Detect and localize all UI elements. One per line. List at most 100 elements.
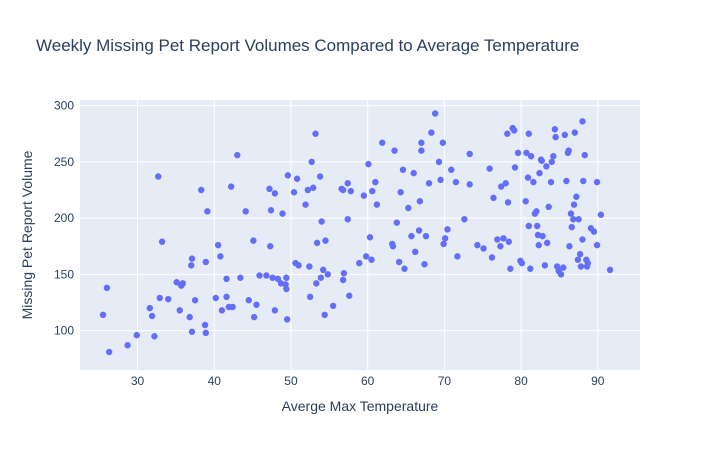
data-point[interactable] — [340, 270, 348, 277]
data-point[interactable] — [99, 311, 107, 319]
data-point[interactable] — [242, 208, 249, 215]
data-point[interactable] — [179, 280, 186, 287]
data-point[interactable] — [541, 262, 549, 269]
data-point[interactable] — [267, 243, 274, 250]
data-point[interactable] — [577, 263, 585, 270]
data-point[interactable] — [271, 307, 279, 314]
data-point[interactable] — [543, 239, 551, 247]
data-point[interactable] — [497, 183, 505, 190]
data-point[interactable] — [418, 147, 425, 154]
data-point[interactable] — [525, 130, 532, 137]
data-point[interactable] — [237, 274, 244, 281]
data-point[interactable] — [397, 189, 404, 196]
data-point[interactable] — [306, 263, 313, 270]
data-point[interactable] — [576, 250, 584, 258]
data-point[interactable] — [421, 261, 428, 268]
data-point[interactable] — [188, 262, 195, 269]
data-point[interactable] — [500, 235, 507, 242]
data-point[interactable] — [310, 184, 317, 191]
data-point[interactable] — [566, 243, 573, 250]
data-point[interactable] — [191, 297, 199, 304]
data-point[interactable] — [346, 292, 353, 299]
data-point[interactable] — [497, 243, 504, 250]
data-point[interactable] — [223, 293, 230, 301]
data-point[interactable] — [295, 262, 302, 269]
data-point[interactable] — [550, 153, 557, 160]
data-point[interactable] — [155, 173, 162, 180]
data-point[interactable] — [369, 187, 376, 195]
data-point[interactable] — [579, 118, 586, 125]
data-point[interactable] — [534, 222, 541, 230]
data-point[interactable] — [313, 280, 320, 287]
data-point[interactable] — [393, 219, 401, 226]
data-point[interactable] — [593, 241, 601, 249]
data-point[interactable] — [422, 232, 430, 240]
data-point[interactable] — [538, 157, 546, 164]
data-point[interactable] — [570, 201, 578, 208]
data-point[interactable] — [360, 192, 368, 199]
data-point[interactable] — [293, 175, 301, 182]
data-point[interactable] — [440, 240, 447, 248]
data-point[interactable] — [514, 149, 522, 157]
data-point[interactable] — [271, 190, 279, 197]
data-point[interactable] — [250, 237, 257, 244]
data-point[interactable] — [202, 329, 210, 337]
data-point[interactable] — [580, 177, 587, 185]
data-point[interactable] — [418, 139, 425, 146]
data-point[interactable] — [124, 342, 131, 349]
data-point[interactable] — [551, 126, 559, 133]
data-point[interactable] — [202, 258, 210, 266]
data-point[interactable] — [454, 253, 461, 260]
data-point[interactable] — [573, 193, 580, 200]
data-point[interactable] — [362, 253, 370, 260]
data-point[interactable] — [530, 178, 537, 186]
data-point[interactable] — [557, 271, 565, 278]
data-point[interactable] — [313, 239, 321, 247]
data-point[interactable] — [412, 248, 419, 256]
data-point[interactable] — [435, 158, 443, 166]
data-point[interactable] — [319, 266, 327, 274]
data-point[interactable] — [176, 307, 183, 314]
data-point[interactable] — [290, 189, 298, 196]
data-point[interactable] — [347, 187, 354, 195]
data-point[interactable] — [373, 201, 381, 208]
data-point[interactable] — [504, 199, 512, 206]
data-point[interactable] — [567, 210, 575, 217]
data-point[interactable] — [158, 238, 166, 245]
data-point[interactable] — [437, 176, 444, 184]
data-point[interactable] — [527, 265, 534, 272]
data-point[interactable] — [444, 226, 451, 233]
data-point[interactable] — [399, 166, 407, 173]
data-point[interactable] — [245, 297, 252, 304]
data-point[interactable] — [173, 279, 180, 286]
data-point[interactable] — [504, 130, 511, 137]
data-point[interactable] — [575, 216, 582, 223]
data-point[interactable] — [317, 274, 325, 281]
data-point[interactable] — [253, 301, 260, 308]
data-point[interactable] — [151, 333, 158, 340]
data-point[interactable] — [527, 153, 535, 160]
data-point[interactable] — [425, 180, 433, 187]
data-point[interactable] — [266, 185, 273, 193]
data-point[interactable] — [217, 253, 224, 260]
data-point[interactable] — [545, 203, 552, 211]
data-point[interactable] — [568, 223, 575, 231]
data-point[interactable] — [269, 274, 276, 281]
data-point[interactable] — [523, 149, 530, 157]
data-point[interactable] — [365, 160, 372, 168]
data-point[interactable] — [284, 172, 292, 179]
data-point[interactable] — [401, 265, 408, 272]
data-point[interactable] — [441, 235, 449, 242]
data-point[interactable] — [431, 110, 439, 117]
data-point[interactable] — [486, 165, 493, 172]
data-point[interactable] — [304, 186, 312, 194]
data-point[interactable] — [507, 265, 514, 272]
data-point[interactable] — [267, 207, 275, 214]
data-point[interactable] — [368, 256, 375, 263]
data-point[interactable] — [329, 302, 337, 310]
data-point[interactable] — [405, 204, 412, 212]
data-point[interactable] — [283, 274, 290, 281]
data-point[interactable] — [590, 228, 598, 235]
data-point[interactable] — [570, 216, 577, 223]
data-point[interactable] — [539, 232, 546, 240]
